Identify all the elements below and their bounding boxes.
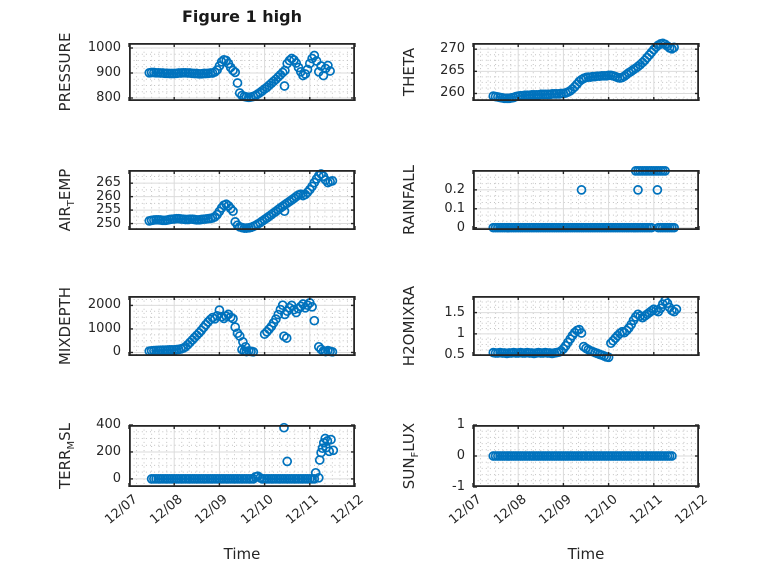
plot-area-h2omixra	[472, 295, 700, 363]
minor-grid	[129, 425, 355, 487]
scatter-series-mixdepth	[144, 297, 338, 357]
y-axis-label-text: TERR	[56, 449, 74, 490]
y-tick-label: 900	[96, 65, 121, 80]
axes-box	[128, 295, 356, 357]
y-axis-label-sun_flux: SUNFLUX	[399, 346, 421, 566]
scatter-series-h2omixra	[488, 295, 682, 363]
subplot-mixdepth	[128, 295, 356, 357]
major-grid	[473, 43, 699, 101]
tick-marks	[128, 170, 356, 230]
scatter-series-pressure	[144, 50, 335, 103]
y-tick-label: 0.2	[444, 181, 465, 197]
subplot-theta	[472, 38, 700, 104]
tick-marks	[472, 170, 700, 230]
y-tick-label: 265	[96, 175, 121, 191]
y-axis-label-text: LUX	[400, 422, 418, 452]
y-tick-label: 200	[96, 443, 121, 459]
y-axis-label-subscript: F	[410, 451, 421, 458]
y-axis-label-subscript: T	[66, 200, 77, 207]
y-axis-label-text: EMP	[56, 168, 74, 201]
tick-marks	[472, 424, 700, 488]
plot-area-rainfall	[472, 166, 700, 233]
axes-box	[128, 42, 356, 102]
y-tick-label: 0	[456, 219, 465, 235]
y-tick-label: 250	[96, 215, 121, 231]
y-tick-label: 1.5	[444, 304, 465, 320]
scatter-series-air_temp	[144, 169, 338, 233]
scatter-series-sun_flux	[488, 451, 677, 461]
y-tick-label: 2000	[87, 297, 121, 313]
tick-marks	[128, 424, 356, 487]
y-axis-label-subscript: M	[66, 440, 77, 450]
y-tick-label: 260	[96, 188, 121, 204]
y-tick-label: 1	[456, 325, 465, 341]
subplot-rainfall	[472, 166, 700, 233]
axes-box	[472, 295, 700, 357]
minor-grid	[473, 170, 699, 230]
subplot-pressure	[128, 42, 356, 103]
y-axis-label-text: THETA	[400, 47, 418, 97]
subplot-terr_msl	[128, 422, 356, 488]
y-tick-label: -1	[452, 479, 465, 494]
y-tick-label: 260	[440, 85, 465, 101]
plot-area-air_temp	[128, 169, 356, 233]
axes-box	[472, 424, 700, 488]
y-tick-label: 255	[96, 202, 121, 218]
plot-area-terr_msl	[128, 422, 356, 488]
y-tick-label: 0.1	[444, 200, 465, 216]
minor-grid	[129, 43, 355, 101]
y-axis-label-text: SL	[56, 422, 74, 441]
axes-box	[472, 42, 700, 102]
tick-marks	[472, 43, 700, 101]
y-tick-label: 800	[96, 90, 121, 105]
x-axis-label-left: Time	[223, 545, 261, 563]
axes-box	[128, 169, 356, 231]
minor-grid	[473, 43, 699, 101]
y-tick-label: 270	[440, 41, 465, 57]
x-axis-label-right: Time	[567, 545, 605, 563]
axes-box	[128, 424, 356, 488]
subplot-h2omixra	[472, 295, 700, 363]
plot-area-mixdepth	[128, 295, 356, 357]
y-tick-label: 1	[456, 417, 465, 432]
plot-area-sun_flux	[472, 424, 700, 488]
y-tick-label: 0	[112, 470, 121, 486]
plot-area-theta	[472, 38, 700, 104]
scatter-series-rainfall	[488, 166, 679, 233]
tick-marks	[128, 296, 356, 356]
subplot-sun_flux	[472, 424, 700, 488]
axes-box	[472, 169, 700, 231]
y-axis-label-text: SUN	[400, 457, 418, 490]
plot-area-pressure	[128, 42, 356, 103]
scatter-series-terr_msl	[146, 422, 339, 484]
y-tick-label: 1000	[87, 40, 121, 55]
y-tick-label: 0	[456, 448, 465, 463]
y-tick-label: 0	[112, 344, 121, 360]
tick-marks	[128, 43, 356, 101]
subplot-air_temp	[128, 169, 356, 233]
y-tick-label: 400	[96, 417, 121, 432]
y-tick-label: 1000	[87, 320, 121, 336]
y-tick-label: 265	[440, 63, 465, 79]
figure-title: Figure 1 high	[182, 7, 302, 26]
minor-grid	[473, 425, 699, 487]
tick-marks	[472, 296, 700, 356]
y-axis-label-terr_msl: TERRMSL	[55, 346, 77, 566]
y-tick-label: 0.5	[444, 347, 465, 363]
